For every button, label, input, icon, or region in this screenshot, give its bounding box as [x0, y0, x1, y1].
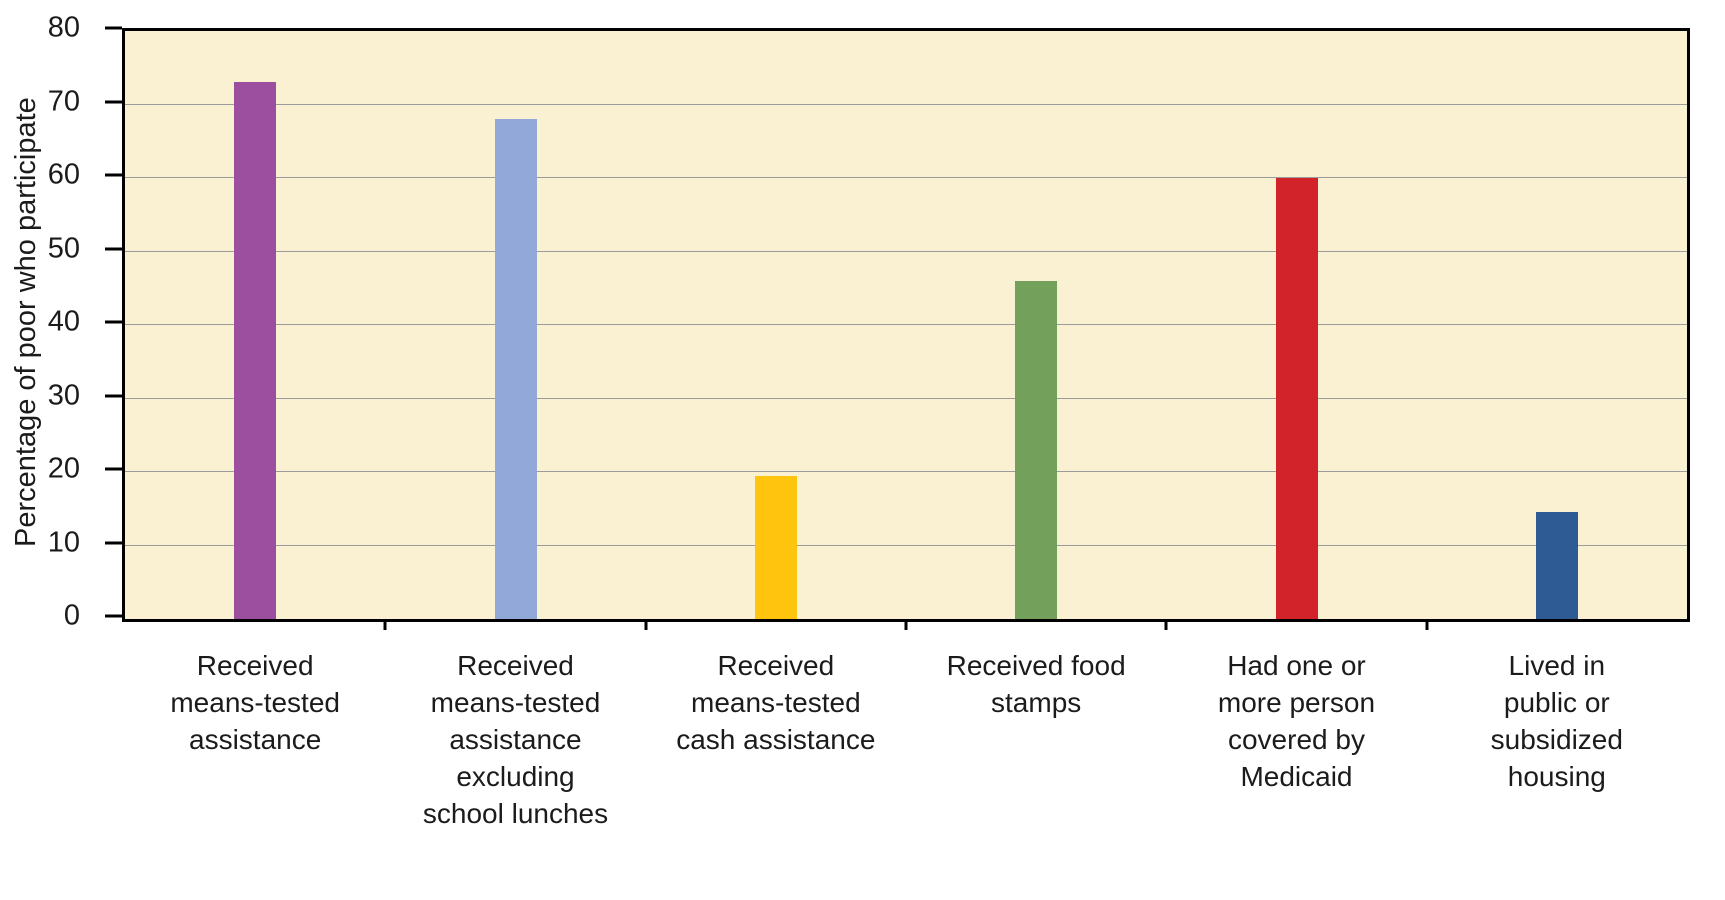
- category-label: Received food stamps: [946, 650, 1126, 718]
- gridline: [125, 397, 1687, 399]
- y-tick-label: 60: [47, 158, 80, 191]
- gridline: [125, 250, 1687, 252]
- gridline: [125, 471, 1687, 472]
- x-tick-mark: [644, 619, 648, 630]
- y-tick-label: 30: [47, 379, 80, 411]
- category-label: Received means-tested cash assistance: [676, 650, 876, 755]
- x-tick-mark: [383, 619, 387, 630]
- y-tick-mark: [105, 247, 122, 250]
- x-axis-ticks: [125, 619, 1687, 633]
- y-tick-mark: [105, 320, 122, 324]
- y-tick-label: 0: [63, 599, 80, 632]
- bar-4: [1015, 280, 1058, 619]
- gridline: [125, 103, 1687, 105]
- y-tick-label: 10: [47, 526, 80, 558]
- gridline: [125, 177, 1687, 178]
- y-tick-label: 80: [47, 11, 80, 44]
- bar-3: [754, 475, 797, 619]
- x-axis-labels: Received means-tested assistance Received…: [125, 648, 1687, 833]
- bar-2: [494, 119, 537, 619]
- y-tick-mark: [105, 100, 122, 103]
- y-tick-mark: [105, 467, 122, 471]
- gridline: [125, 324, 1687, 325]
- bar-1: [234, 82, 277, 619]
- y-tick-mark: [105, 394, 122, 397]
- y-tick-mark: [105, 614, 122, 618]
- bar-6: [1535, 512, 1578, 619]
- plot-area: [122, 28, 1690, 622]
- category-label: Received means-tested assistance excludi…: [422, 650, 609, 829]
- y-axis: 0 10 20 30 40 50 60 70 80: [0, 12, 122, 632]
- x-tick-mark: [1425, 619, 1429, 630]
- y-tick-label: 50: [47, 232, 80, 264]
- x-tick-mark: [904, 619, 908, 630]
- y-tick-mark: [105, 26, 122, 30]
- y-tick-label: 40: [47, 305, 80, 338]
- y-tick-label: 70: [47, 85, 80, 117]
- y-tick-mark: [105, 541, 122, 544]
- category-label: Had one or more person covered by Medica…: [1217, 650, 1376, 792]
- category-label: Lived in public or subsidized housing: [1490, 650, 1623, 792]
- y-tick-label: 20: [47, 452, 80, 485]
- x-tick-mark: [1164, 619, 1168, 630]
- bar-5: [1275, 178, 1318, 619]
- y-tick-mark: [105, 173, 122, 177]
- category-label: Received means-tested assistance: [170, 650, 340, 755]
- gridline: [125, 544, 1687, 546]
